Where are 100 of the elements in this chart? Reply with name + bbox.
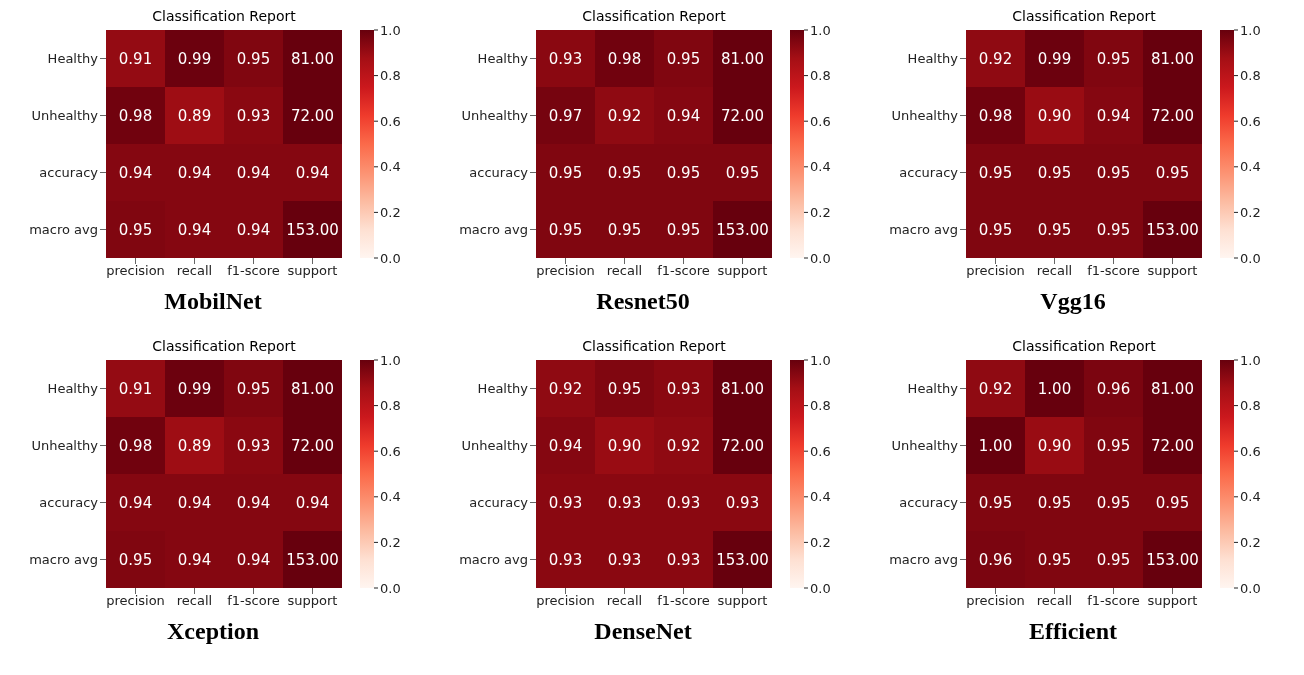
data-label: 153.00 bbox=[716, 550, 769, 569]
data-label: 0.94 bbox=[236, 163, 271, 182]
data-label: 0.94 bbox=[177, 550, 212, 569]
data-label: 0.90 bbox=[1037, 436, 1072, 455]
data-label: 0.94 bbox=[118, 163, 153, 182]
color-bar-label: 1.0 bbox=[810, 22, 831, 38]
color-bar-label: 1.0 bbox=[1240, 352, 1261, 368]
x-tick-label: support bbox=[287, 593, 338, 609]
x-tick-label: precision bbox=[966, 263, 1025, 279]
x-tick-label: precision bbox=[106, 263, 165, 279]
color-bar-label: 1.0 bbox=[380, 22, 401, 38]
data-label: 0.92 bbox=[978, 49, 1013, 68]
color-bar-label: 0.0 bbox=[1240, 580, 1261, 596]
data-label: 0.95 bbox=[1096, 220, 1131, 239]
data-label: 0.93 bbox=[548, 550, 583, 569]
data-label: 0.94 bbox=[236, 493, 271, 512]
color-bar-label: 0.2 bbox=[1240, 534, 1261, 550]
color-bar-label: 0.0 bbox=[810, 580, 831, 596]
data-label: 0.95 bbox=[666, 220, 701, 239]
data-label: 0.95 bbox=[1096, 49, 1131, 68]
y-tick-label: accuracy bbox=[39, 165, 99, 181]
data-label: 0.95 bbox=[118, 550, 153, 569]
data-label: 81.00 bbox=[1151, 49, 1194, 68]
data-label: 81.00 bbox=[1151, 379, 1194, 398]
color-bar-label: 0.2 bbox=[810, 204, 831, 220]
data-label: 153.00 bbox=[286, 550, 339, 569]
data-label: 0.95 bbox=[1037, 220, 1072, 239]
y-tick-label: accuracy bbox=[899, 495, 959, 511]
data-label: 0.92 bbox=[548, 379, 583, 398]
color-bar-label: 0.6 bbox=[810, 113, 831, 129]
color-bar-label: 0.4 bbox=[1240, 489, 1261, 505]
x-tick-label: precision bbox=[106, 593, 165, 609]
data-label: 0.96 bbox=[978, 550, 1013, 569]
data-label: 153.00 bbox=[286, 220, 339, 239]
color-bar-label: 0.0 bbox=[1240, 250, 1261, 266]
x-tick-label: support bbox=[717, 263, 768, 279]
y-tick-label: accuracy bbox=[469, 495, 529, 511]
color-bar-label: 0.2 bbox=[810, 534, 831, 550]
color-bar-label: 0.8 bbox=[810, 68, 831, 84]
color-bar-label: 0.0 bbox=[380, 250, 401, 266]
data-label: 0.94 bbox=[1096, 106, 1131, 125]
y-tick-label: Unhealthy bbox=[31, 108, 99, 124]
color-bar-label: 0.6 bbox=[1240, 113, 1261, 129]
chart-title: Classification Report bbox=[581, 338, 727, 356]
data-label: 0.95 bbox=[1096, 436, 1131, 455]
data-label: 72.00 bbox=[721, 436, 764, 455]
data-label: 0.95 bbox=[1037, 550, 1072, 569]
color-bar-label: 0.8 bbox=[1240, 398, 1261, 414]
color-bar-label: 0.6 bbox=[380, 113, 401, 129]
y-tick-label: macro avg bbox=[459, 552, 528, 568]
data-label: 1.00 bbox=[978, 436, 1013, 455]
data-label: 0.94 bbox=[177, 163, 212, 182]
data-label: 153.00 bbox=[716, 220, 769, 239]
x-tick-label: support bbox=[717, 593, 768, 609]
data-label: 0.95 bbox=[607, 220, 642, 239]
data-label: 0.94 bbox=[236, 220, 271, 239]
x-tick-label: recall bbox=[1036, 263, 1073, 279]
y-tick-label: macro avg bbox=[889, 552, 958, 568]
x-tick-label: support bbox=[1147, 263, 1198, 279]
data-label: 0.95 bbox=[1155, 163, 1190, 182]
data-label: 0.90 bbox=[1037, 106, 1072, 125]
data-label: 0.99 bbox=[177, 49, 212, 68]
data-label: 0.93 bbox=[236, 106, 271, 125]
y-tick-label: accuracy bbox=[469, 165, 529, 181]
data-label: 72.00 bbox=[1151, 436, 1194, 455]
y-tick-label: accuracy bbox=[39, 495, 99, 511]
y-tick-label: macro avg bbox=[29, 552, 98, 568]
data-label: 0.95 bbox=[725, 163, 760, 182]
y-tick-label: Unhealthy bbox=[31, 438, 99, 454]
data-label: 0.94 bbox=[177, 493, 212, 512]
x-tick-label: f1-score bbox=[1087, 263, 1140, 279]
data-label: 72.00 bbox=[291, 436, 334, 455]
chart-title: Classification Report bbox=[1011, 8, 1157, 26]
data-label: 153.00 bbox=[1146, 220, 1199, 239]
color-bar-label: 0.2 bbox=[380, 534, 401, 550]
chart-title: Classification Report bbox=[581, 8, 727, 26]
data-label: 0.90 bbox=[607, 436, 642, 455]
text: Efficient bbox=[1029, 618, 1117, 645]
color-bar-label: 0.8 bbox=[380, 68, 401, 84]
text: MobilNet bbox=[164, 288, 262, 315]
data-label: 81.00 bbox=[291, 49, 334, 68]
data-label: 0.95 bbox=[666, 49, 701, 68]
x-tick-label: precision bbox=[536, 263, 595, 279]
data-label: 0.93 bbox=[607, 550, 642, 569]
y-tick-label: Healthy bbox=[907, 381, 959, 397]
y-tick-label: macro avg bbox=[29, 222, 98, 238]
data-label: 0.96 bbox=[1096, 379, 1131, 398]
data-label: 0.92 bbox=[666, 436, 701, 455]
data-label: 0.95 bbox=[548, 163, 583, 182]
color-bar-label: 0.0 bbox=[380, 580, 401, 596]
data-label: 0.92 bbox=[607, 106, 642, 125]
data-label: 153.00 bbox=[1146, 550, 1199, 569]
text: Resnet50 bbox=[596, 288, 690, 315]
color-bar-label: 0.4 bbox=[380, 489, 401, 505]
data-label: 0.92 bbox=[978, 379, 1013, 398]
y-tick-label: accuracy bbox=[899, 165, 959, 181]
data-label: 0.93 bbox=[607, 493, 642, 512]
color-bar-label: 0.6 bbox=[380, 443, 401, 459]
data-label: 0.93 bbox=[548, 49, 583, 68]
data-label: 0.95 bbox=[118, 220, 153, 239]
